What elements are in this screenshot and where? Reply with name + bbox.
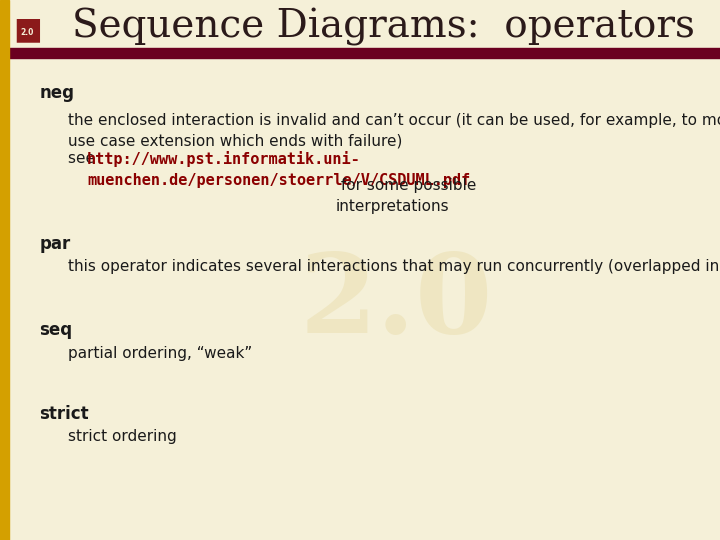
Bar	[9, 48, 720, 58]
Text: strict ordering: strict ordering	[68, 429, 177, 444]
Text: strict: strict	[40, 405, 89, 423]
Text: seq: seq	[40, 321, 73, 339]
Text: partial ordering, “weak”: partial ordering, “weak”	[68, 346, 253, 361]
Text: http://www.pst.informatik.uni-
muenchen.de/personen/stoerrle/V/CSDUML.pdf: http://www.pst.informatik.uni- muenchen.…	[87, 151, 470, 187]
Text: the enclosed interaction is invalid and can’t occur (it can be used, for example: the enclosed interaction is invalid and …	[68, 113, 720, 149]
Text: ■: ■	[13, 15, 42, 44]
Text: 2.0: 2.0	[21, 28, 34, 37]
Text: this operator indicates several interactions that may run concurrently (overlapp: this operator indicates several interact…	[68, 259, 720, 274]
Bar	[0, 0, 9, 540]
Text: 2.0: 2.0	[300, 249, 492, 356]
Text: par: par	[40, 235, 71, 253]
Text: see: see	[68, 151, 100, 166]
Text: Sequence Diagrams:  operators  (7): Sequence Diagrams: operators (7)	[72, 8, 720, 46]
Text: for some possible
interpretations: for some possible interpretations	[336, 178, 476, 214]
Text: neg: neg	[40, 84, 75, 102]
